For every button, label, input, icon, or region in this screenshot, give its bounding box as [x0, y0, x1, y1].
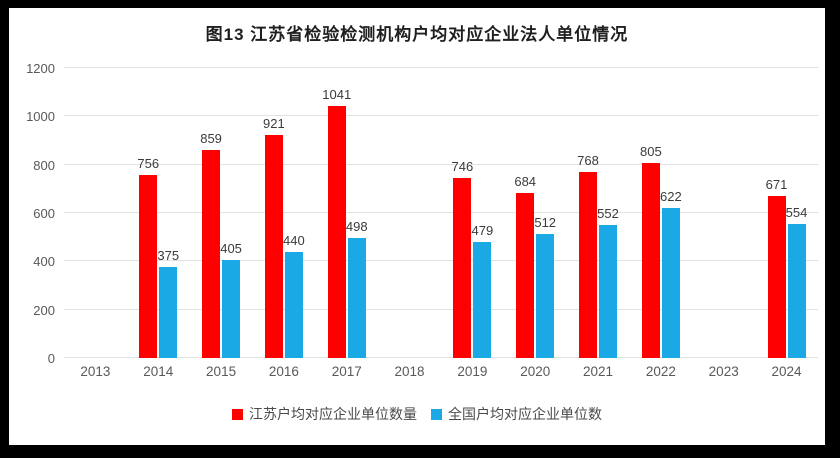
bar-2015: 859 — [200, 131, 222, 358]
legend-item-national: 全国户均对应企业单位数 — [431, 404, 602, 424]
bar-2016: 921 — [263, 116, 285, 358]
y-tick-label: 600 — [33, 206, 55, 221]
bar-2020: 512 — [534, 215, 556, 358]
gridline — [64, 163, 818, 165]
bar-group-2024: 671 554 — [755, 68, 818, 358]
bar-value-label: 552 — [597, 205, 619, 221]
bar-value-label: 921 — [263, 116, 285, 132]
x-tick-label: 2022 — [645, 364, 676, 379]
bar-value-label: 512 — [534, 215, 557, 231]
gridline — [64, 308, 818, 310]
bar-2014: 375 — [157, 248, 179, 358]
x-tick-label: 2018 — [394, 364, 425, 379]
x-tick-label: 2019 — [457, 364, 488, 379]
legend-swatch-national-icon — [431, 408, 442, 420]
x-tick-label: 2023 — [708, 364, 739, 379]
x-tick-label: 2020 — [520, 364, 551, 379]
bar-value-label: 498 — [345, 218, 368, 234]
y-tick-label: 400 — [33, 254, 55, 270]
bar-value-label: 440 — [283, 232, 305, 248]
x-tick-label: 2021 — [583, 364, 614, 379]
bar-group-2014: 756 375 — [127, 68, 190, 358]
legend-item-jiangsu: 江苏户均对应企业单位数量 — [232, 404, 417, 424]
legend-swatch-jiangsu-icon — [232, 408, 243, 420]
bars-layer: 756 375 859 405 921 440 1041 498 746 479 684 512 768… — [64, 68, 818, 358]
x-tick-label: 2016 — [268, 364, 299, 379]
gridline — [64, 357, 818, 358]
y-axis: 0 200 400 600 800 1000 1200 — [9, 61, 55, 366]
bar-2016: 440 — [283, 233, 305, 358]
x-tick-label: 2015 — [206, 364, 237, 379]
bar-value-label: 375 — [157, 248, 180, 264]
chart-canvas: 图13 江苏省检验检测机构户均对应企业法人单位情况 0 200 400 600 800 1… — [9, 8, 825, 445]
bar-value-label: 746 — [451, 158, 474, 174]
bar-value-label: 805 — [640, 144, 662, 160]
legend: 江苏户均对应企业单位数量 全国户均对应企业单位数 — [9, 404, 825, 424]
bar-2015: 405 — [220, 241, 242, 358]
y-tick-label: 0 — [47, 351, 55, 366]
bar-2021: 768 — [577, 153, 599, 358]
bar-2022: 622 — [660, 189, 682, 358]
y-tick-label: 1000 — [26, 109, 55, 125]
bar-group-2021: 768 552 — [567, 68, 630, 358]
bar-group-2019: 746 479 — [441, 68, 504, 358]
plot-area: 756 375 859 405 921 440 1041 498 746 479 684 512 768… — [64, 67, 818, 358]
bar-2019: 479 — [472, 223, 493, 358]
bar-group-2018 — [378, 68, 441, 358]
bar-group-2020: 684 512 — [504, 68, 567, 358]
bar-value-label: 671 — [765, 176, 788, 192]
gridline — [64, 67, 818, 68]
bar-group-2016: 921 440 — [252, 68, 315, 358]
bar-value-label: 859 — [200, 131, 222, 147]
bar-2019: 746 — [452, 159, 473, 358]
x-tick-label: 2024 — [771, 364, 802, 379]
chart-title: 图13 江苏省检验检测机构户均对应企业法人单位情况 — [205, 25, 629, 44]
bar-2017: 498 — [346, 219, 368, 358]
bar-value-label: 622 — [660, 188, 682, 204]
bar-value-label: 1041 — [322, 87, 352, 103]
bar-value-label: 756 — [137, 156, 160, 172]
legend-label-national: 全国户均对应企业单位数 — [448, 406, 602, 422]
y-tick-label: 200 — [33, 302, 55, 318]
x-tick-label: 2014 — [143, 364, 174, 379]
bar-2024: 671 — [766, 177, 787, 358]
bar-2017: 1041 — [322, 87, 351, 358]
x-tick-label: 2017 — [331, 364, 362, 379]
bar-group-2013 — [64, 68, 127, 358]
bar-2024: 554 — [786, 205, 807, 358]
y-tick-label: 800 — [33, 157, 55, 173]
bar-2020: 684 — [514, 174, 536, 358]
y-tick-label: 1200 — [26, 61, 55, 76]
bar-2014: 756 — [137, 156, 159, 358]
bar-2022: 805 — [640, 144, 662, 358]
bar-value-label: 768 — [577, 153, 599, 169]
bar-value-label: 405 — [220, 241, 242, 257]
gridline — [64, 260, 818, 262]
bar-group-2015: 859 405 — [190, 68, 253, 358]
bar-group-2017: 1041 498 — [315, 68, 378, 358]
bar-value-label: 684 — [514, 173, 537, 189]
bar-group-2022: 805 622 — [629, 68, 692, 358]
x-axis: 2013 2014 2015 2016 2017 2018 2019 2020 2021 2022… — [64, 364, 818, 379]
bar-group-2023 — [692, 68, 755, 358]
bar-value-label: 479 — [471, 223, 494, 239]
legend-label-jiangsu: 江苏户均对应企业单位数量 — [249, 406, 417, 422]
gridline — [64, 212, 818, 213]
bar-2021: 552 — [597, 206, 619, 358]
bar-value-label: 554 — [785, 205, 808, 221]
gridline — [64, 115, 818, 117]
x-tick-label: 2013 — [80, 364, 111, 379]
